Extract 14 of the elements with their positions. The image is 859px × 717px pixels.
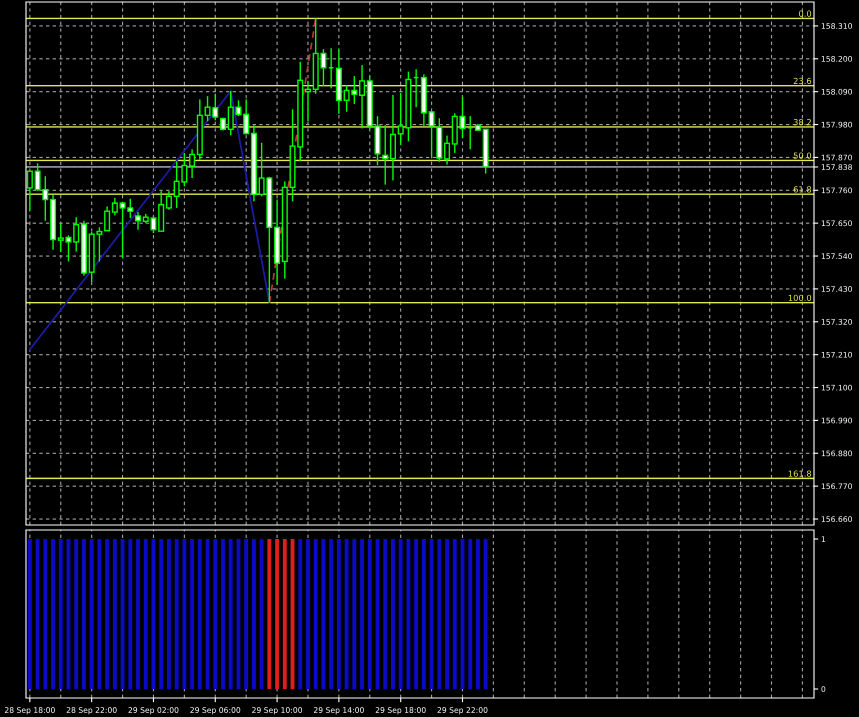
candlestick	[413, 68, 420, 108]
annotation: 38.2	[794, 119, 811, 126]
candlestick	[320, 48, 326, 87]
candlestick	[382, 124, 388, 186]
candlestick	[467, 115, 474, 150]
candlestick	[212, 93, 218, 122]
annotation: 0.0	[798, 10, 812, 17]
annotation: 50.0	[794, 152, 812, 159]
candlestick	[127, 198, 134, 219]
annotation: 23.6	[794, 78, 812, 84]
annotation: 100.0	[788, 294, 812, 302]
annotation: 61.8	[794, 186, 812, 193]
annotation: 161.8	[788, 470, 812, 477]
candlestick	[328, 48, 334, 90]
